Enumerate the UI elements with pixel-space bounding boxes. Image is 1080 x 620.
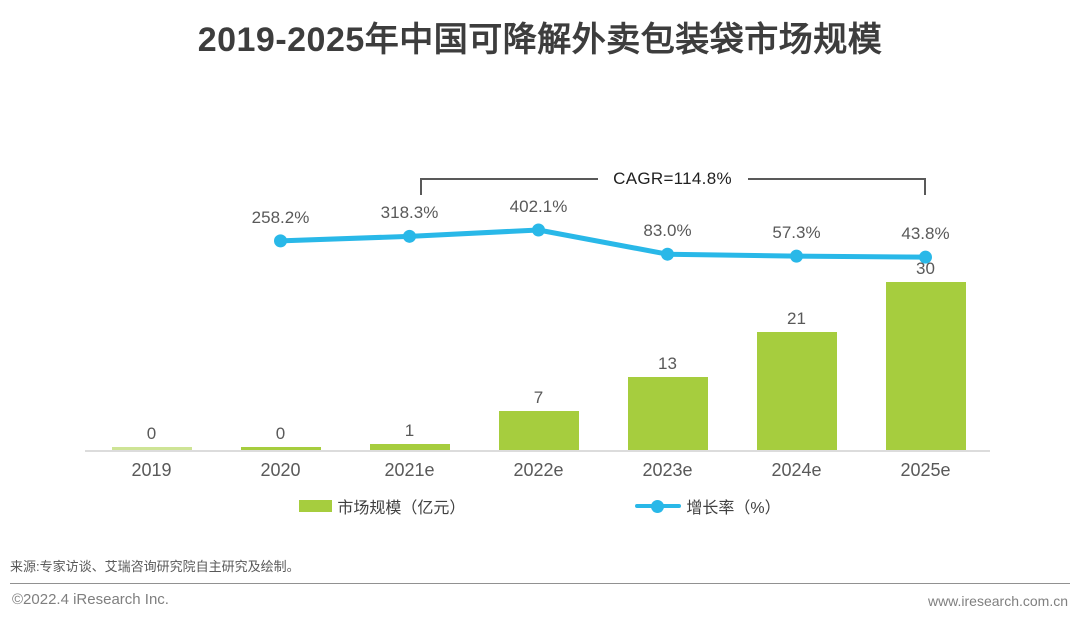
market-size-chart: CAGR=114.8% 0 2019 0 2020 1 2021e 7 2022e 13 2023… <box>85 167 990 480</box>
line-point-marker <box>532 223 545 237</box>
bar-2019 <box>111 447 192 450</box>
line-point-marker <box>274 234 287 248</box>
growth-rate-label: 258.2% <box>251 207 310 227</box>
line-point-marker <box>661 247 674 261</box>
growth-rate-line <box>278 227 928 260</box>
bar-value-label: 0 <box>146 424 157 443</box>
x-axis-label-2019: 2019 <box>131 460 172 480</box>
line-point-marker <box>919 250 932 264</box>
growth-rate-line-chart <box>274 223 932 264</box>
bar-value-label: 1 <box>404 421 415 441</box>
growth-rate-label: 83.0% <box>643 221 692 241</box>
line-point-marker <box>790 249 803 263</box>
legend-bar-swatch-icon <box>299 500 333 512</box>
bar-2020 <box>240 447 321 450</box>
bar-value-label: 30 <box>916 259 935 278</box>
bar-2023e <box>627 377 708 450</box>
x-axis-label-2023e: 2023e <box>642 460 693 480</box>
bar-value-label: 21 <box>787 309 806 329</box>
footer-copyright: ©2022.4 iResearch Inc. <box>12 591 169 608</box>
x-axis-line <box>85 450 990 452</box>
growth-rate-label: 402.1% <box>509 196 568 216</box>
bar-value-label: 13 <box>658 354 677 374</box>
bar-value-label: 7 <box>533 387 544 407</box>
bar-2025e <box>885 282 966 450</box>
x-axis-label-2022e: 2022e <box>513 460 564 480</box>
footer-divider <box>10 583 1070 584</box>
legend-label: 增长率（%） <box>686 500 781 517</box>
legend-item: 增长率（%） <box>635 494 781 518</box>
bar-2024e <box>756 332 837 450</box>
growth-rate-label: 57.3% <box>772 223 821 243</box>
bar-value-label: 0 <box>275 424 286 443</box>
x-axis-label-2024e: 2024e <box>771 460 822 480</box>
cagr-annotation: CAGR=114.8% <box>597 167 748 191</box>
line-point-marker <box>403 229 416 243</box>
chart-legend: 市场规模（亿元） 增长率（%） <box>0 494 1080 518</box>
growth-rate-label: 43.8% <box>901 224 950 244</box>
x-axis-label-2021e: 2021e <box>384 460 435 480</box>
growth-rate-label: 318.3% <box>380 203 439 223</box>
legend-line-swatch-icon <box>635 499 682 513</box>
legend-label: 市场规模（亿元） <box>337 500 466 517</box>
x-axis-label-2025e: 2025e <box>900 460 951 480</box>
legend-item: 市场规模（亿元） <box>299 494 465 518</box>
footer-website: www.iresearch.com.cn <box>927 593 1068 609</box>
bar-2021e <box>369 444 450 450</box>
bar-2022e <box>498 410 579 450</box>
source-note: 来源:专家访谈、艾瑞咨询研究院自主研究及绘制。 <box>10 559 300 574</box>
x-axis-label-2020: 2020 <box>260 460 301 480</box>
page-title: 2019-2025年中国可降解外卖包装袋市场规模 <box>197 21 883 59</box>
